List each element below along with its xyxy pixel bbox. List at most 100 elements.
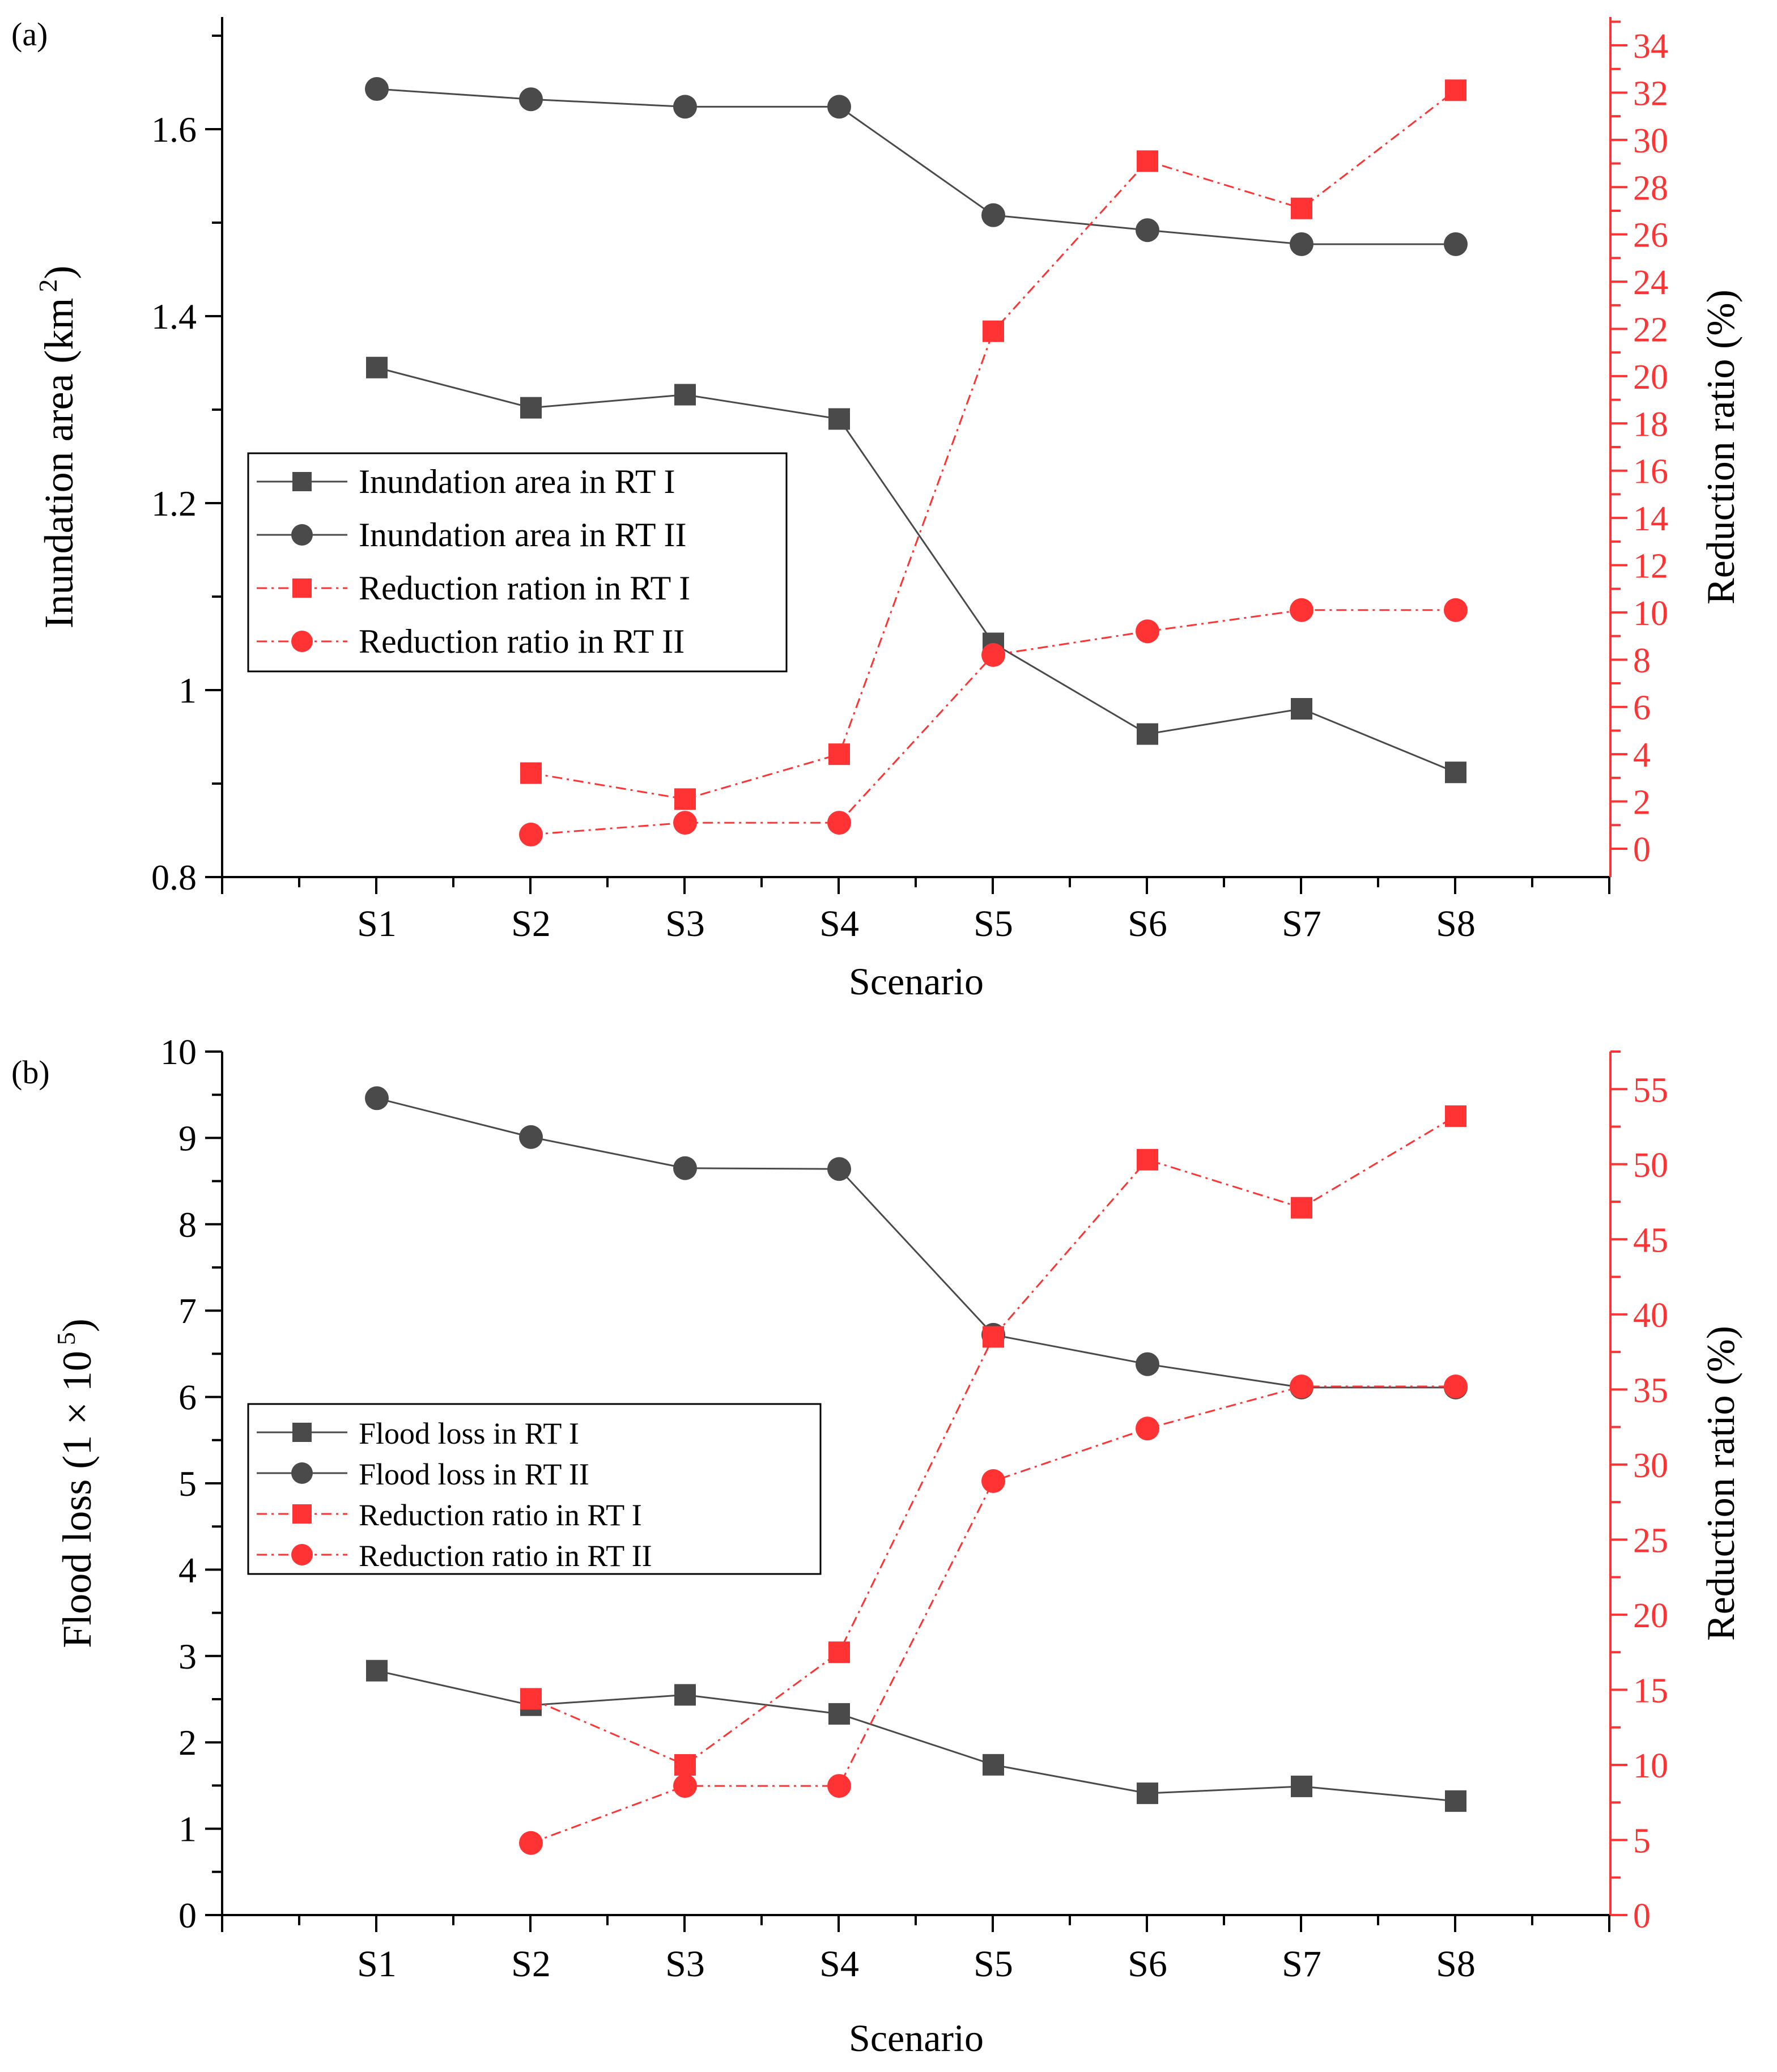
data-point-square <box>1137 150 1158 172</box>
x-tick-label: S2 <box>511 1943 551 1985</box>
data-point-circle <box>365 1086 389 1111</box>
legend-marker-square <box>292 1504 312 1524</box>
x-tick-label: S6 <box>1128 1943 1167 1985</box>
left-y-axis-title-close: ) <box>54 1318 100 1332</box>
right-y-axis-title: Reduction ratio (%) <box>1699 290 1743 605</box>
legend-marker-square <box>292 472 312 491</box>
right-y-tick-label: 26 <box>1633 216 1668 255</box>
right-y-tick-label: 2 <box>1633 784 1651 822</box>
left-y-axis-title: Flood loss (1 × 10 5) <box>52 1318 100 1648</box>
panel-label: (a) <box>11 16 48 53</box>
panel-b: (b)S1 S2 S3 S4 S5 S6 S7 S8Scenario0123456789100… <box>11 1032 1743 2060</box>
data-point-square <box>983 1754 1004 1776</box>
left-y-tick-label: 0.8 <box>151 857 197 897</box>
data-point-square <box>674 384 696 406</box>
data-point-circle <box>1444 598 1468 622</box>
legend-box <box>247 452 788 673</box>
data-point-square <box>828 1703 850 1725</box>
right-y-tick-label: 45 <box>1633 1221 1668 1260</box>
legend-marker-circle <box>291 524 313 546</box>
legend-label: Inundation area in RT I <box>359 463 675 500</box>
right-y-tick-label: 15 <box>1633 1671 1668 1710</box>
data-point-circle <box>827 1774 851 1798</box>
right-y-tick-label: 10 <box>1633 1747 1668 1785</box>
right-y-tick-label: 55 <box>1633 1071 1668 1109</box>
data-point-circle <box>673 811 697 835</box>
data-point-square <box>1137 1782 1158 1805</box>
legend-label: Inundation area in RT II <box>359 516 686 554</box>
right-y-tick-label: 12 <box>1633 547 1668 586</box>
right-y-tick-label: 10 <box>1633 594 1668 633</box>
data-point-square <box>1291 698 1312 720</box>
data-point-circle <box>1136 218 1159 242</box>
x-tick-label: S4 <box>819 903 859 944</box>
legend-marker-circle <box>291 1462 313 1484</box>
x-tick-label: S6 <box>1128 903 1167 944</box>
data-point-square <box>828 743 850 765</box>
right-y-tick-label: 34 <box>1633 27 1668 66</box>
left-y-tick-label: 6 <box>178 1377 197 1418</box>
right-y-tick-label: 4 <box>1633 736 1651 775</box>
x-tick-label: S7 <box>1282 1943 1321 1985</box>
panel-a: (a) S1 S2 S3 S4 S5 S6 S7 S8 Scenario 0.8 1 1.2 1.4 1.6… <box>11 16 1743 1003</box>
right-y-tick-label: 22 <box>1633 310 1668 349</box>
data-point-circle <box>1290 1375 1313 1399</box>
x-axis-title: Scenario <box>849 2016 984 2060</box>
data-point-circle <box>673 1774 697 1798</box>
left-y-axis-title-sup: 2 <box>33 279 62 292</box>
right-y-tick-label: 30 <box>1633 1446 1668 1485</box>
right-y-tick-label: 25 <box>1633 1521 1668 1560</box>
left-y-tick-label: 1 <box>178 670 197 710</box>
right-y-tick-label: 24 <box>1633 263 1668 302</box>
x-tick-label: S1 <box>357 903 397 944</box>
right-y-tick-label: 18 <box>1633 405 1668 444</box>
data-point-square <box>1137 723 1158 745</box>
data-point-circle <box>673 95 697 119</box>
right-y-tick-label: 6 <box>1633 689 1651 727</box>
data-point-circle <box>519 1831 543 1855</box>
left-y-tick-label: 1.6 <box>151 109 197 150</box>
data-point-square <box>828 408 850 430</box>
right-y-tick-label: 14 <box>1633 500 1668 538</box>
data-point-circle <box>519 87 543 112</box>
left-y-tick-label: 4 <box>178 1550 197 1590</box>
data-point-square <box>520 397 542 419</box>
left-y-tick-label: 1.2 <box>151 483 197 524</box>
legend-marker-square <box>292 1423 312 1442</box>
data-point-square <box>366 1660 388 1682</box>
right-y-tick-label: 8 <box>1633 641 1651 680</box>
legend-marker-circle <box>291 631 313 652</box>
series-line-2 <box>376 1097 1456 1389</box>
data-point-square <box>1445 1790 1466 1812</box>
x-tick-label: S3 <box>665 1943 705 1985</box>
data-point-circle <box>519 822 543 846</box>
right-y-tick-label: 0 <box>1633 831 1651 869</box>
left-y-axis-title: Inundation area (km 2) <box>33 266 82 629</box>
legend-label: Flood loss in RT I <box>359 1416 579 1450</box>
x-tick-label: S7 <box>1282 903 1321 944</box>
data-point-circle <box>1290 232 1313 256</box>
left-y-tick-label: 5 <box>178 1463 197 1504</box>
left-y-tick-label: 7 <box>178 1291 197 1331</box>
right-y-tick-label: 28 <box>1633 169 1668 207</box>
right-y-tick-label: 35 <box>1633 1371 1668 1410</box>
data-point-circle <box>1444 1375 1468 1399</box>
legend-label: Flood loss in RT II <box>359 1457 589 1491</box>
legend-label: Reduction ratio in RT I <box>359 1498 642 1532</box>
left-y-tick-label: 1.4 <box>151 296 197 337</box>
right-y-tick-label: 32 <box>1633 74 1668 113</box>
x-tick-label: S8 <box>1436 1943 1476 1985</box>
data-point-circle <box>1444 232 1468 256</box>
x-tick-label: S4 <box>819 1943 859 1985</box>
series-line-3 <box>530 90 1456 800</box>
data-point-circle <box>827 1157 851 1181</box>
data-point-square <box>983 1326 1004 1348</box>
x-tick-label: S8 <box>1436 903 1476 944</box>
data-point-square <box>520 1688 542 1710</box>
data-point-circle <box>365 77 389 101</box>
data-point-square <box>1291 1775 1312 1797</box>
data-point-circle <box>981 1469 1005 1494</box>
left-y-axis-title-sup: 5 <box>52 1332 80 1345</box>
data-point-circle <box>519 1125 543 1149</box>
